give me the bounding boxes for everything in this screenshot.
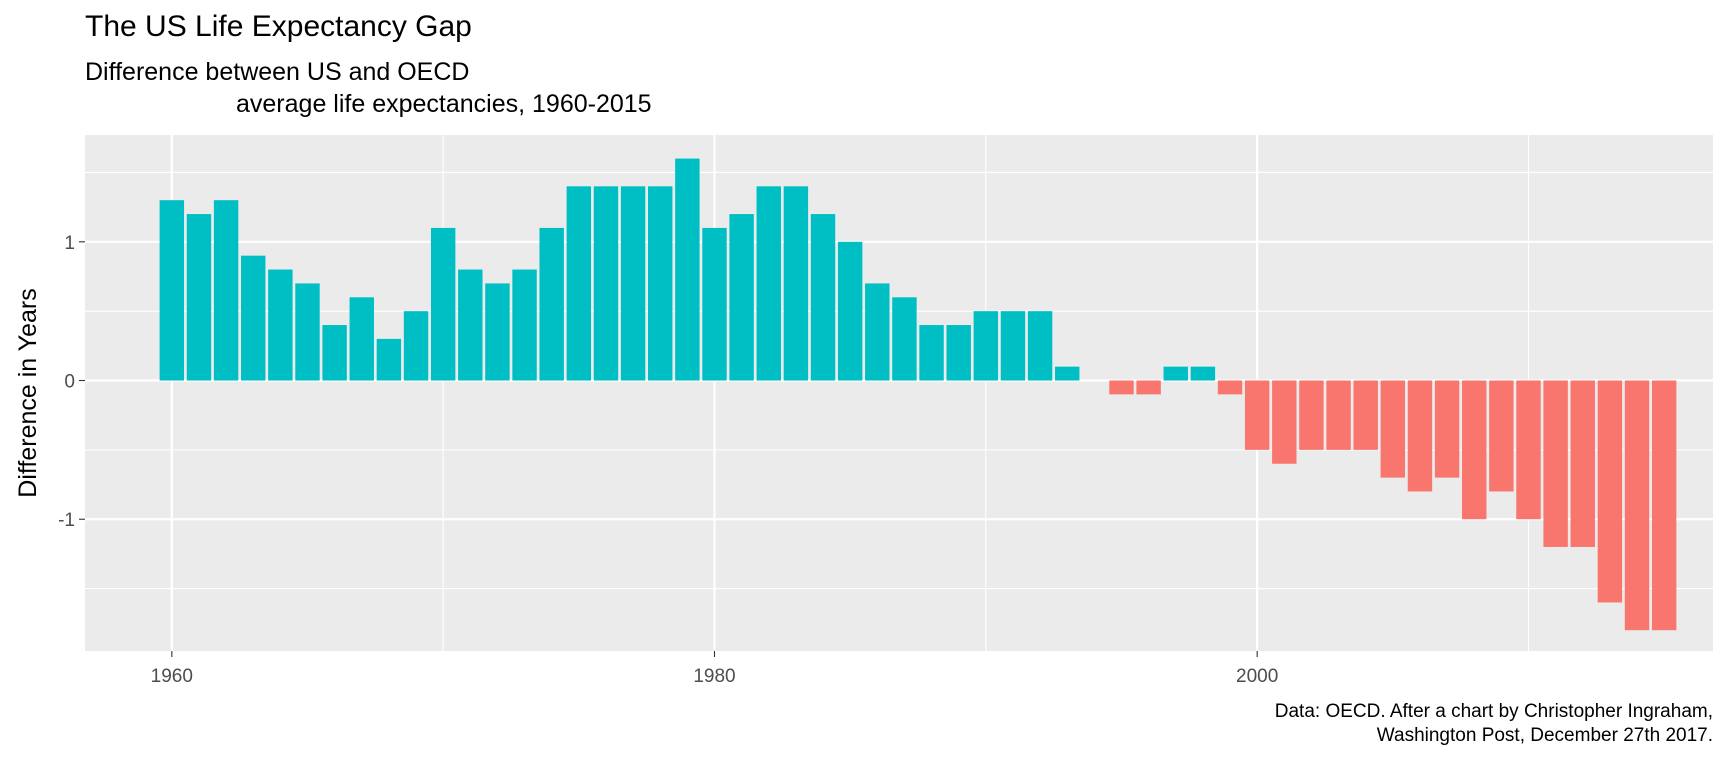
bar-1996 (1136, 380, 1161, 395)
bar-1960 (159, 200, 185, 381)
bar-1985 (837, 241, 863, 381)
bar-1980 (702, 227, 727, 381)
bar-1988 (919, 325, 944, 381)
bar-1982 (756, 186, 781, 381)
bar-2005 (1380, 380, 1406, 478)
y-tick-label: 0 (64, 372, 75, 393)
y-tick-label: -1 (58, 510, 75, 531)
chart-caption: Data: OECD. After a chart by Christopher… (1275, 700, 1713, 748)
y-tick-label: 1 (64, 233, 75, 254)
bar-2012 (1570, 380, 1595, 547)
chart-title: The US Life Expectancy Gap (85, 10, 472, 43)
bar-2003 (1326, 380, 1351, 450)
bar-2015 (1651, 380, 1677, 631)
bar-2013 (1597, 380, 1623, 603)
bar-1984 (810, 214, 836, 381)
bar-2000 (1244, 380, 1270, 450)
bar-1981 (729, 214, 754, 381)
bar-1974 (539, 227, 564, 381)
bar-1969 (403, 311, 429, 381)
bar-1978 (648, 186, 673, 381)
bar-1999 (1217, 380, 1243, 395)
bar-2001 (1272, 380, 1297, 464)
bar-1966 (322, 325, 347, 381)
bar-2010 (1516, 380, 1541, 520)
bar-1963 (241, 255, 266, 381)
bar-2007 (1434, 380, 1460, 478)
chart-subtitle-line2: average life expectancies, 1960-2015 (236, 90, 652, 118)
bar-1968 (376, 338, 402, 381)
bar-1990 (973, 311, 999, 381)
bar-1970 (430, 227, 456, 381)
x-tick-label: 2000 (1236, 666, 1278, 687)
bar-1964 (268, 269, 293, 381)
bar-1976 (593, 186, 619, 381)
bar-2011 (1543, 380, 1568, 547)
bars (159, 158, 1677, 631)
bar-2008 (1462, 380, 1487, 520)
bar-1992 (1027, 311, 1053, 381)
bar-1977 (620, 186, 646, 381)
bar-1973 (512, 269, 537, 381)
bar-1991 (1000, 311, 1026, 381)
bar-1961 (186, 214, 212, 381)
bar-1962 (213, 200, 239, 381)
chart-subtitle-line1: Difference between US and OECD (85, 58, 470, 86)
bar-1967 (349, 297, 374, 381)
bar-2009 (1489, 380, 1514, 492)
bar-1979 (675, 158, 700, 381)
bar-2004 (1353, 380, 1378, 450)
bar-2002 (1299, 380, 1324, 450)
bar-2014 (1624, 380, 1650, 631)
bar-1998 (1190, 366, 1216, 381)
bar-1971 (458, 269, 483, 381)
bar-2006 (1407, 380, 1433, 492)
bar-1989 (946, 325, 971, 381)
x-axis: 1960 1980 2000 (151, 651, 1278, 687)
bar-1972 (485, 283, 510, 381)
bar-1986 (865, 283, 890, 381)
bar-1965 (295, 283, 320, 381)
y-axis: -1 0 1 (58, 233, 85, 531)
bar-1997 (1163, 366, 1188, 381)
bar-1993 (1055, 366, 1080, 381)
bar-1975 (566, 186, 592, 381)
bar-1987 (892, 297, 917, 381)
y-axis-label: Difference in Years (14, 288, 42, 497)
x-tick-label: 1960 (151, 666, 193, 687)
x-tick-label: 1980 (693, 666, 735, 687)
bar-1995 (1109, 380, 1134, 395)
bar-1983 (783, 186, 809, 381)
caption-line2: Washington Post, December 27th 2017. (1376, 725, 1713, 746)
caption-line1: Data: OECD. After a chart by Christopher… (1274, 701, 1713, 722)
